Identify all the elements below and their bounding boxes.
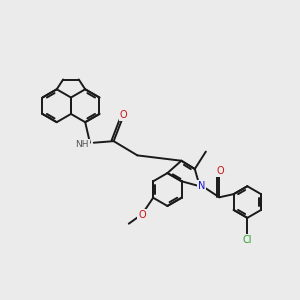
Text: N: N xyxy=(198,181,205,191)
Text: NH: NH xyxy=(75,140,89,149)
Text: O: O xyxy=(119,110,127,120)
Text: O: O xyxy=(217,166,224,176)
Text: Cl: Cl xyxy=(243,235,252,245)
Text: O: O xyxy=(138,210,146,220)
